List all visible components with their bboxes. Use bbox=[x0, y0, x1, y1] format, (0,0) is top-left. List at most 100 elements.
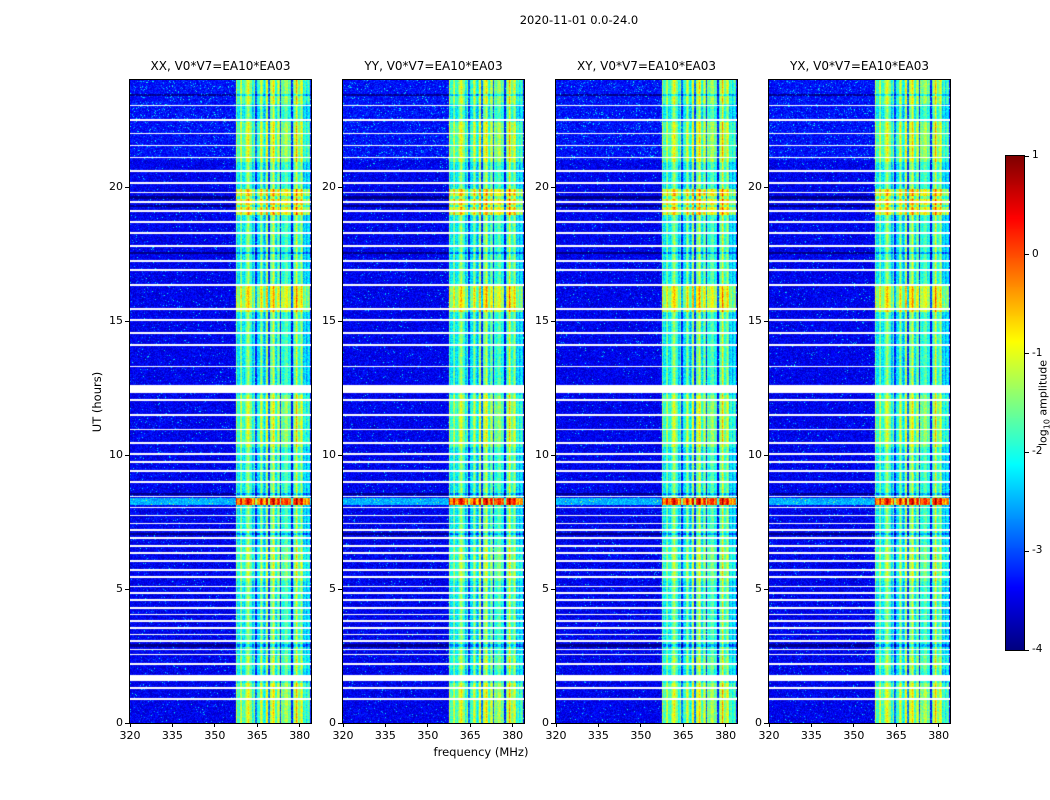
y-tick-mark bbox=[764, 588, 768, 590]
colorbar-tick-mark bbox=[1024, 155, 1029, 157]
x-tick-mark bbox=[853, 723, 855, 727]
figure-title: 2020-11-01 0.0-24.0 bbox=[519, 13, 639, 27]
x-tick-label: 380 bbox=[715, 729, 737, 742]
colorbar-tick-label: 0 bbox=[1032, 247, 1039, 260]
colorbar-label-prefix: log bbox=[1036, 429, 1050, 447]
spectrogram-panel-yy bbox=[342, 79, 525, 724]
colorbar-label-suffix: amplitude bbox=[1036, 359, 1050, 420]
y-tick-mark bbox=[338, 186, 342, 188]
colorbar bbox=[1005, 155, 1025, 651]
x-tick-label: 335 bbox=[800, 729, 822, 742]
x-tick-label: 335 bbox=[587, 729, 609, 742]
y-tick-mark bbox=[338, 320, 342, 322]
y-tick-label: 5 bbox=[542, 582, 549, 596]
y-tick-mark bbox=[125, 722, 129, 724]
x-tick-mark bbox=[384, 723, 386, 727]
colorbar-label: log10 amplitude bbox=[1036, 360, 1050, 446]
colorbar-tick-label: -3 bbox=[1032, 544, 1043, 557]
x-tick-mark bbox=[299, 723, 301, 727]
x-tick-mark bbox=[810, 723, 812, 727]
x-tick-mark bbox=[597, 723, 599, 727]
x-tick-mark bbox=[469, 723, 471, 727]
x-tick-mark bbox=[214, 723, 216, 727]
y-tick-label: 0 bbox=[755, 716, 762, 729]
y-tick-label: 20 bbox=[748, 180, 762, 194]
colorbar-tick-mark bbox=[1024, 550, 1029, 552]
x-tick-label: 350 bbox=[417, 729, 439, 742]
x-tick-label: 380 bbox=[928, 729, 950, 742]
panel-title-xx: XX, V0*V7=EA10*EA03 bbox=[150, 59, 291, 73]
panel-title-yy: YY, V0*V7=EA10*EA03 bbox=[364, 59, 503, 73]
x-tick-label: 335 bbox=[161, 729, 183, 742]
x-tick-label: 350 bbox=[843, 729, 865, 742]
y-tick-label: 0 bbox=[116, 716, 123, 729]
x-tick-mark bbox=[427, 723, 429, 727]
y-tick-mark bbox=[551, 588, 555, 590]
x-tick-label: 365 bbox=[246, 729, 268, 742]
x-tick-label: 320 bbox=[332, 729, 354, 742]
spectrogram-canvas-yy bbox=[343, 80, 524, 723]
x-tick-mark bbox=[640, 723, 642, 727]
x-tick-label: 365 bbox=[885, 729, 907, 742]
spectrogram-panel-xx bbox=[129, 79, 312, 724]
y-tick-mark bbox=[125, 320, 129, 322]
x-tick-mark bbox=[768, 723, 770, 727]
x-tick-label: 365 bbox=[672, 729, 694, 742]
y-tick-mark bbox=[338, 588, 342, 590]
y-tick-label: 15 bbox=[322, 314, 336, 328]
spectrogram-panel-xy bbox=[555, 79, 738, 724]
y-tick-mark bbox=[338, 454, 342, 456]
x-tick-mark bbox=[682, 723, 684, 727]
x-tick-mark bbox=[938, 723, 940, 727]
x-tick-label: 320 bbox=[119, 729, 141, 742]
panel-title-yx: YX, V0*V7=EA10*EA03 bbox=[789, 59, 930, 73]
y-tick-label: 5 bbox=[329, 582, 336, 596]
y-tick-label: 10 bbox=[322, 448, 336, 462]
x-tick-label: 320 bbox=[545, 729, 567, 742]
colorbar-tick-mark bbox=[1024, 254, 1029, 256]
x-tick-label: 380 bbox=[289, 729, 311, 742]
y-tick-label: 5 bbox=[755, 582, 762, 596]
y-tick-mark bbox=[125, 186, 129, 188]
x-tick-mark bbox=[342, 723, 344, 727]
y-tick-mark bbox=[551, 722, 555, 724]
y-tick-mark bbox=[551, 454, 555, 456]
x-axis-label: frequency (MHz) bbox=[433, 745, 529, 759]
colorbar-tick-mark bbox=[1024, 649, 1029, 651]
panel-title-xy: XY, V0*V7=EA10*EA03 bbox=[576, 59, 717, 73]
x-tick-label: 350 bbox=[630, 729, 652, 742]
y-tick-label: 10 bbox=[535, 448, 549, 462]
y-tick-label: 20 bbox=[109, 180, 123, 194]
spectrogram-panel-yx bbox=[768, 79, 951, 724]
y-tick-label: 20 bbox=[535, 180, 549, 194]
y-axis-label: UT (hours) bbox=[90, 371, 104, 433]
x-tick-label: 365 bbox=[459, 729, 481, 742]
x-tick-mark bbox=[725, 723, 727, 727]
x-tick-label: 320 bbox=[758, 729, 780, 742]
x-tick-mark bbox=[512, 723, 514, 727]
spectrogram-canvas-xx bbox=[130, 80, 311, 723]
colorbar-label-subscript: 10 bbox=[1042, 419, 1050, 430]
colorbar-tick-label: -1 bbox=[1032, 346, 1043, 359]
colorbar-tick-mark bbox=[1024, 353, 1029, 355]
x-tick-mark bbox=[895, 723, 897, 727]
x-tick-label: 350 bbox=[204, 729, 226, 742]
y-tick-label: 10 bbox=[109, 448, 123, 462]
colorbar-tick-label: -2 bbox=[1032, 445, 1043, 458]
y-tick-label: 5 bbox=[116, 582, 123, 596]
y-tick-mark bbox=[338, 722, 342, 724]
y-tick-mark bbox=[125, 454, 129, 456]
y-tick-mark bbox=[125, 588, 129, 590]
x-tick-mark bbox=[256, 723, 258, 727]
y-tick-label: 15 bbox=[535, 314, 549, 328]
x-tick-label: 335 bbox=[374, 729, 396, 742]
y-tick-mark bbox=[551, 320, 555, 322]
x-tick-mark bbox=[171, 723, 173, 727]
y-tick-mark bbox=[764, 454, 768, 456]
y-tick-label: 0 bbox=[329, 716, 336, 729]
spectrogram-canvas-yx bbox=[769, 80, 950, 723]
y-tick-label: 20 bbox=[322, 180, 336, 194]
x-tick-mark bbox=[129, 723, 131, 727]
y-tick-label: 15 bbox=[109, 314, 123, 328]
